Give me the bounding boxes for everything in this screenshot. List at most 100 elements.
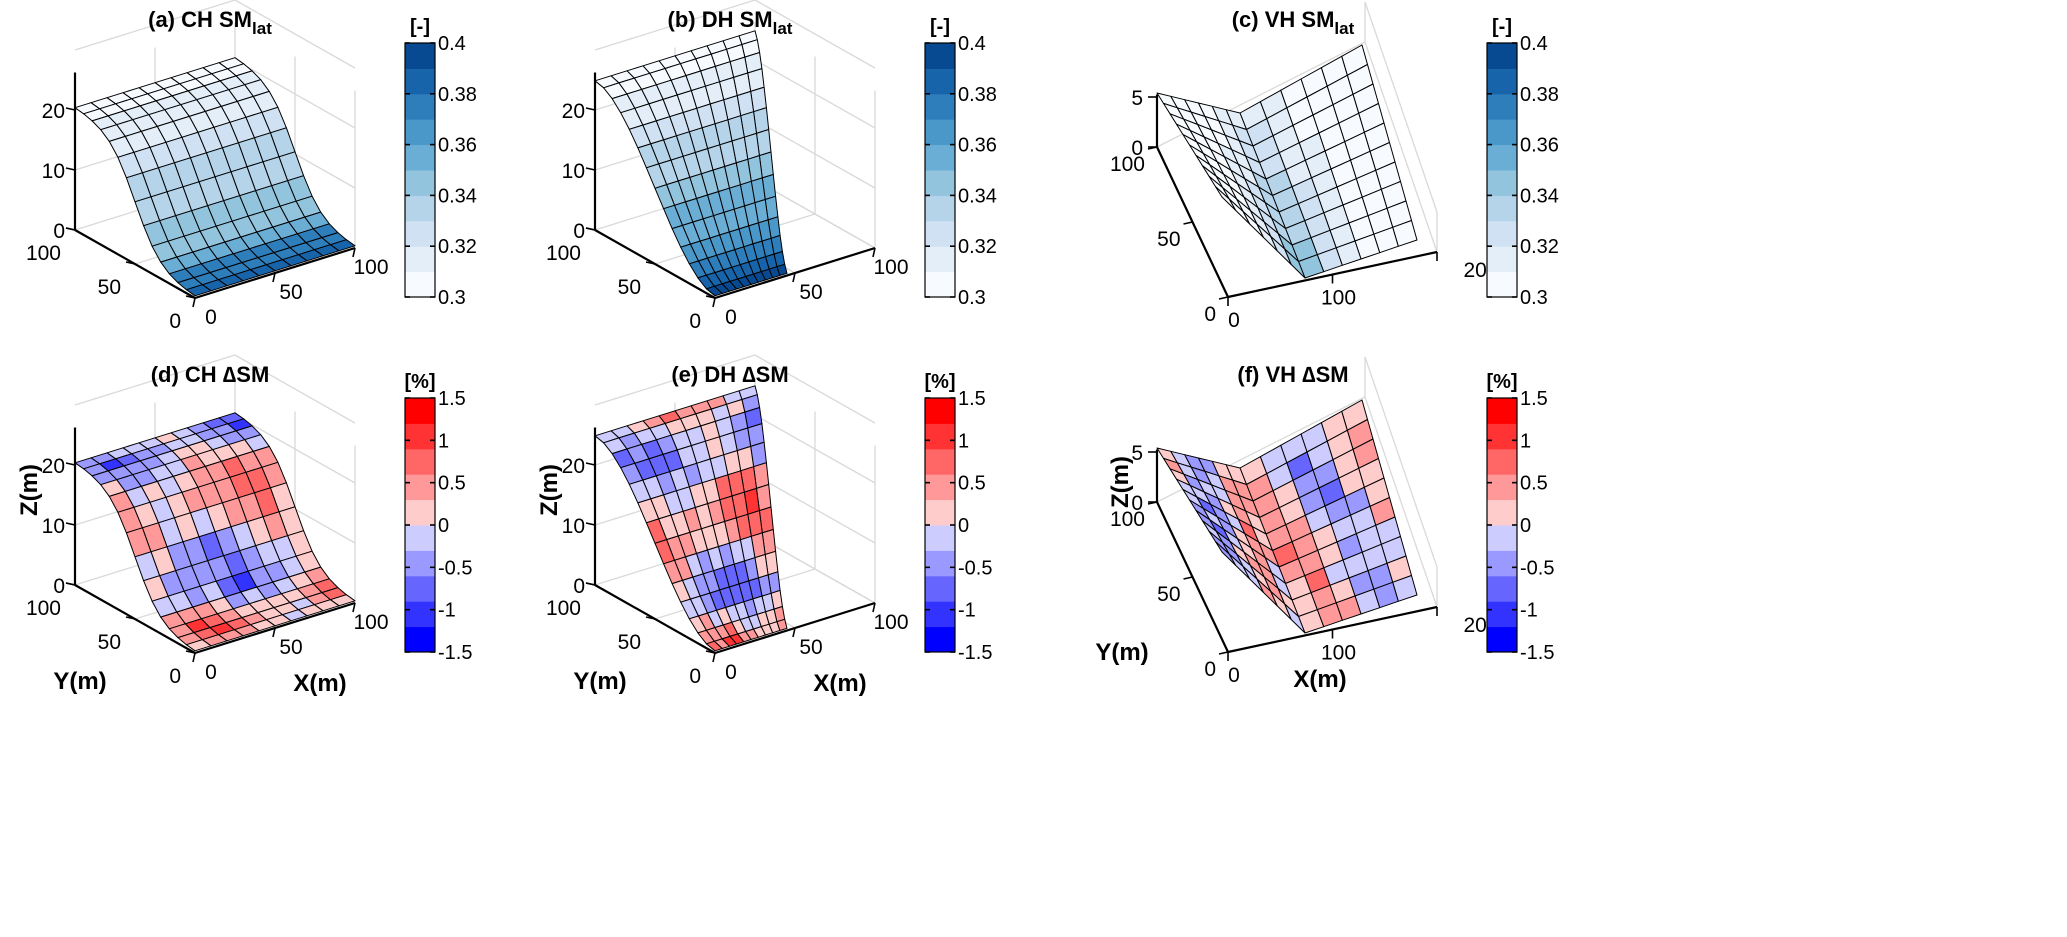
colorbar-segment <box>925 220 955 247</box>
y-tick <box>705 650 716 654</box>
x-tick-label: 100 <box>353 256 388 279</box>
colorbar-frame <box>924 42 956 298</box>
colorbar-tick-label: 0.5 <box>438 473 466 495</box>
z-tick <box>585 227 596 231</box>
colorbar-segment <box>1487 170 1517 196</box>
panel-title-main: (d) CH ∆SM <box>151 362 270 387</box>
colorbar-segment <box>405 119 435 146</box>
colorbar-tick-label: 0.36 <box>1520 135 1559 157</box>
colorbar-segment <box>1487 423 1517 450</box>
panel-f: 010020005010005X(m)Y(m)Z(m)-1.5-1-0.500.… <box>1095 356 1554 693</box>
colorbar-tick-label: 1.5 <box>1520 388 1548 410</box>
y-axis-label: Y(m) <box>53 668 106 695</box>
colorbar-tick-label: 0 <box>1520 515 1531 537</box>
y-tick-label: 0 <box>689 665 701 688</box>
colorbar-segment <box>925 601 955 628</box>
surface-cell <box>185 639 212 652</box>
colorbar-unit: [%] <box>924 371 955 393</box>
colorbar-segment <box>405 43 435 69</box>
colorbar-unit: [%] <box>404 371 435 393</box>
colorbar-segment <box>1487 195 1517 222</box>
z-tick-label: 10 <box>42 160 65 183</box>
x-axis-label: X(m) <box>293 670 346 697</box>
colorbar-segment <box>1487 474 1517 501</box>
colorbar-segment <box>405 423 435 450</box>
colorbar-segment <box>925 474 955 501</box>
colorbar-tick-label: -1.5 <box>958 642 992 664</box>
y-tick <box>1218 651 1229 655</box>
x-tick-label: 50 <box>799 281 822 304</box>
panel-title: (a) CH SMlat <box>148 7 272 38</box>
colorbar-tick-label: -0.5 <box>958 557 992 579</box>
x-tick-label: 0 <box>205 306 217 329</box>
colorbar-tick-label: 0 <box>958 515 969 537</box>
y-tick-label: 50 <box>618 631 641 654</box>
y-tick-label: 0 <box>1204 658 1216 681</box>
x-axis-label: X(m) <box>813 670 866 697</box>
colorbar-segment <box>925 144 955 171</box>
surface-cell <box>1284 603 1306 634</box>
colorbar-segment <box>925 499 955 526</box>
colorbar-tick-label: 0.3 <box>1520 287 1548 309</box>
z-tick-label: 5 <box>1131 87 1143 110</box>
y-tick <box>125 616 136 620</box>
z-axis-label: Z(m) <box>16 464 43 516</box>
surface-cell <box>705 640 723 652</box>
panel-title: (c) VH SMlat <box>1232 7 1355 38</box>
colorbar-segment <box>405 626 435 653</box>
surface-cell <box>1284 248 1306 279</box>
x-tick <box>192 297 196 308</box>
z-tick-label: 0 <box>53 575 65 598</box>
colorbar-segment <box>405 195 435 222</box>
z-tick-label: 20 <box>42 455 65 478</box>
colorbar-segment <box>925 423 955 450</box>
z-tick-label: 20 <box>562 100 585 123</box>
z-tick-label: 0 <box>1131 492 1143 515</box>
colorbar-tick-label: 0.32 <box>1520 236 1559 258</box>
x-tick <box>712 297 716 308</box>
colorbar-segment <box>405 601 435 628</box>
colorbar-tick-label: 0.4 <box>438 33 466 55</box>
x-tick-label: 50 <box>279 636 302 659</box>
grid-line <box>234 0 356 69</box>
z-tick-label: 0 <box>53 220 65 243</box>
y-tick-label: 0 <box>169 665 181 688</box>
grid-line <box>1364 396 1438 608</box>
colorbar-tick-label: -1 <box>958 600 976 622</box>
colorbar-segment <box>1487 43 1517 69</box>
colorbar-segment <box>925 93 955 120</box>
colorbar-tick-label: 0.34 <box>1520 185 1559 207</box>
colorbar-frame <box>1486 42 1518 298</box>
y-tick <box>645 616 656 620</box>
y-tick-label: 100 <box>26 597 61 620</box>
colorbar-tick-label: 0.5 <box>1520 473 1548 495</box>
y-tick-label: 100 <box>546 597 581 620</box>
x-tick-label: 0 <box>725 306 737 329</box>
panel-title: (d) CH ∆SM <box>151 362 270 387</box>
colorbar-tick-label: 0.3 <box>958 287 986 309</box>
z-tick <box>65 227 76 231</box>
y-tick <box>125 261 136 265</box>
colorbar-segment <box>405 525 435 551</box>
y-tick <box>185 650 196 654</box>
x-tick-label: 0 <box>205 661 217 684</box>
colorbar-segment <box>1487 448 1517 475</box>
colorbar-segment <box>1487 68 1517 95</box>
panel-title-subscript: lat <box>773 19 793 38</box>
panel-title: (b) DH SMlat <box>668 7 793 38</box>
grid-line <box>754 354 876 424</box>
x-axis-label: X(m) <box>1293 666 1346 693</box>
colorbar-segment <box>925 398 955 424</box>
z-tick-label: 10 <box>562 515 585 538</box>
colorbar-segment <box>1487 93 1517 120</box>
z-tick-label: 20 <box>562 455 585 478</box>
colorbar-segment <box>405 220 435 247</box>
colorbar-tick-label: 0.4 <box>958 33 986 55</box>
panel-title-main: (a) CH SM <box>148 7 252 32</box>
z-tick-label: 10 <box>42 515 65 538</box>
x-tick <box>272 272 276 283</box>
colorbar-segment <box>925 43 955 69</box>
colorbar-tick-label: 0.36 <box>958 135 997 157</box>
grid-line <box>234 354 356 424</box>
